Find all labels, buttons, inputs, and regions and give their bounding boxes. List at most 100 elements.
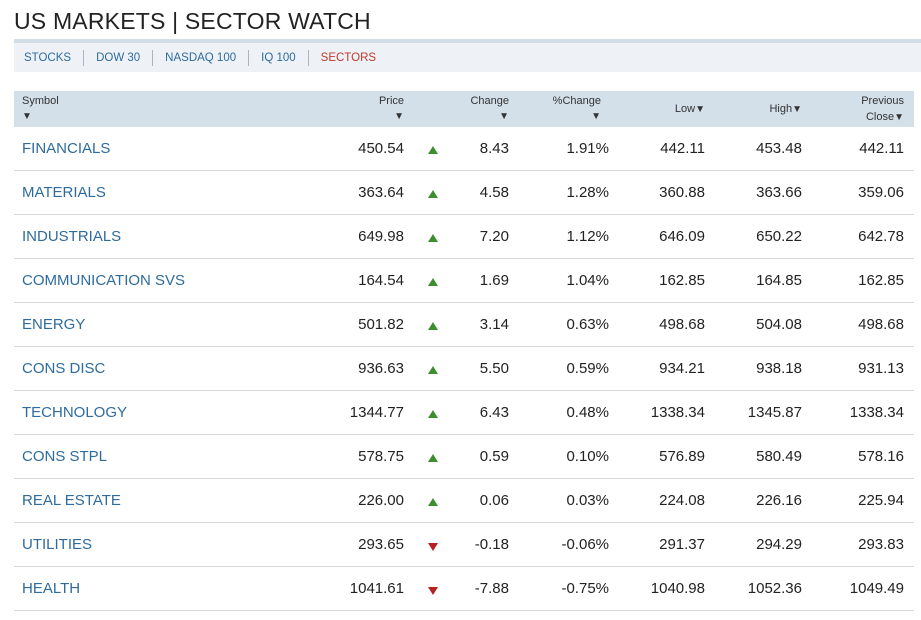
table-row: UTILITIES 293.65 -0.18 -0.06% 291.37 294.29 29… xyxy=(14,523,914,567)
pct-change-cell: -0.06% xyxy=(561,536,609,553)
header-change[interactable]: Change ▼ xyxy=(470,93,509,125)
change-cell: -0.18 xyxy=(474,536,509,553)
header-pct-change[interactable]: %Change ▼ xyxy=(553,93,601,125)
previous-close-cell: 931.13 xyxy=(858,360,904,377)
symbol-link[interactable]: CONS DISC xyxy=(22,360,106,377)
header-symbol[interactable]: Symbol ▼ xyxy=(22,93,59,125)
page-title: US MARKETS | SECTOR WATCH xyxy=(14,8,371,34)
table-row: TECHNOLOGY 1344.77 6.43 0.48% 1338.34 1345.87… xyxy=(14,391,914,435)
sort-arrow-icon: ▼ xyxy=(394,111,404,122)
change-cell: 0.06 xyxy=(479,492,509,509)
symbol-link[interactable]: HEALTH xyxy=(22,580,81,597)
high-cell: 363.66 xyxy=(756,184,802,201)
high-cell: 650.22 xyxy=(756,228,802,245)
symbol-link[interactable]: MATERIALS xyxy=(22,184,106,201)
header-pct-change-label: %Change xyxy=(552,95,601,107)
high-cell: 1345.87 xyxy=(747,404,802,421)
previous-close-cell: 162.85 xyxy=(858,272,904,289)
symbol-link[interactable]: UTILITIES xyxy=(22,536,93,553)
low-cell: 1040.98 xyxy=(650,580,705,597)
direction-indicator xyxy=(427,215,439,259)
symbol-link[interactable]: FINANCIALS xyxy=(22,140,111,157)
change-cell: 0.59 xyxy=(479,448,509,465)
nav-tab-dow-30[interactable]: DOW 30 xyxy=(84,49,154,66)
price-cell: 936.63 xyxy=(358,360,404,377)
table-body: FINANCIALS 450.54 8.43 1.91% 442.11 453.48 442… xyxy=(14,127,914,611)
previous-close-cell: 1049.49 xyxy=(849,580,904,597)
up-arrow-icon xyxy=(428,498,438,507)
table-row: INDUSTRIALS 649.98 7.20 1.12% 646.09 650.22 64… xyxy=(14,215,914,259)
price-cell: 164.54 xyxy=(358,272,404,289)
pct-change-cell: -0.75% xyxy=(561,580,609,597)
direction-indicator xyxy=(427,435,439,479)
header-close-label: Close xyxy=(865,111,895,123)
change-cell: 6.43 xyxy=(479,404,509,421)
header-price-label: Price xyxy=(378,95,404,107)
high-cell: 1052.36 xyxy=(747,580,802,597)
high-cell: 294.29 xyxy=(756,536,802,553)
high-cell: 580.49 xyxy=(756,448,802,465)
symbol-link[interactable]: CONS STPL xyxy=(22,448,108,465)
header-price[interactable]: Price ▼ xyxy=(379,93,404,125)
pct-change-cell: 1.12% xyxy=(566,228,609,245)
symbol-link[interactable]: INDUSTRIALS xyxy=(22,228,122,245)
change-cell: -7.88 xyxy=(474,580,509,597)
previous-close-cell: 442.11 xyxy=(859,140,904,157)
low-cell: 646.09 xyxy=(659,228,705,245)
nav-tab-stocks[interactable]: STOCKS xyxy=(24,49,85,66)
high-cell: 938.18 xyxy=(756,360,802,377)
high-cell: 453.48 xyxy=(756,140,802,157)
sector-table: Symbol ▼ Price ▼ Change ▼ %Change ▼ Low▼… xyxy=(14,91,914,611)
up-arrow-icon xyxy=(428,278,438,287)
price-cell: 450.54 xyxy=(358,140,404,157)
header-symbol-label: Symbol xyxy=(22,95,59,107)
header-low[interactable]: Low▼ xyxy=(675,101,705,118)
low-cell: 934.21 xyxy=(659,360,705,377)
low-cell: 162.85 xyxy=(659,272,705,289)
title-divider xyxy=(14,39,921,43)
nav-tab-iq-100[interactable]: IQ 100 xyxy=(249,49,309,66)
change-cell: 5.50 xyxy=(479,360,509,377)
symbol-link[interactable]: REAL ESTATE xyxy=(22,492,121,509)
price-cell: 226.00 xyxy=(358,492,404,509)
symbol-link[interactable]: ENERGY xyxy=(22,316,86,333)
previous-close-cell: 225.94 xyxy=(858,492,904,509)
direction-indicator xyxy=(427,171,439,215)
direction-indicator xyxy=(427,347,439,391)
direction-indicator xyxy=(427,567,439,611)
nav-tab-sectors[interactable]: SECTORS xyxy=(320,51,377,64)
low-cell: 291.37 xyxy=(659,536,705,553)
direction-indicator xyxy=(427,479,439,523)
sort-arrow-icon: ▼ xyxy=(894,112,904,123)
high-cell: 504.08 xyxy=(756,316,802,333)
high-cell: 164.85 xyxy=(756,272,802,289)
previous-close-cell: 642.78 xyxy=(858,228,904,245)
pct-change-cell: 1.91% xyxy=(566,140,609,157)
header-previous-close[interactable]: Previous Close▼ xyxy=(861,93,904,126)
pct-change-cell: 0.59% xyxy=(566,360,609,377)
table-row: CONS DISC 936.63 5.50 0.59% 934.21 938.18 931.… xyxy=(14,347,914,391)
symbol-link[interactable]: COMMUNICATION SVS xyxy=(22,272,186,289)
nav-tab-nasdaq-100[interactable]: NASDAQ 100 xyxy=(153,49,250,66)
low-cell: 224.08 xyxy=(659,492,705,509)
header-change-label: Change xyxy=(470,95,509,107)
table-row: MATERIALS 363.64 4.58 1.28% 360.88 363.66 359.… xyxy=(14,171,914,215)
price-cell: 649.98 xyxy=(358,228,404,245)
low-cell: 442.11 xyxy=(660,140,705,157)
table-row: HEALTH 1041.61 -7.88 -0.75% 1040.98 1052.36 10… xyxy=(14,567,914,611)
price-cell: 501.82 xyxy=(358,316,404,333)
header-previous-label: Previous xyxy=(861,95,904,107)
direction-indicator xyxy=(427,391,439,435)
sort-arrow-icon: ▼ xyxy=(591,111,601,122)
sort-arrow-icon: ▼ xyxy=(22,111,32,122)
price-cell: 578.75 xyxy=(358,448,404,465)
header-high[interactable]: High▼ xyxy=(769,101,802,118)
table-row: ENERGY 501.82 3.14 0.63% 498.68 504.08 498.68 xyxy=(14,303,914,347)
table-row: REAL ESTATE 226.00 0.06 0.03% 224.08 226.16 22… xyxy=(14,479,914,523)
pct-change-cell: 0.03% xyxy=(566,492,609,509)
previous-close-cell: 498.68 xyxy=(858,316,904,333)
pct-change-cell: 0.48% xyxy=(566,404,609,421)
up-arrow-icon xyxy=(428,234,438,243)
header-high-label: High xyxy=(769,103,793,115)
symbol-link[interactable]: TECHNOLOGY xyxy=(22,404,128,421)
